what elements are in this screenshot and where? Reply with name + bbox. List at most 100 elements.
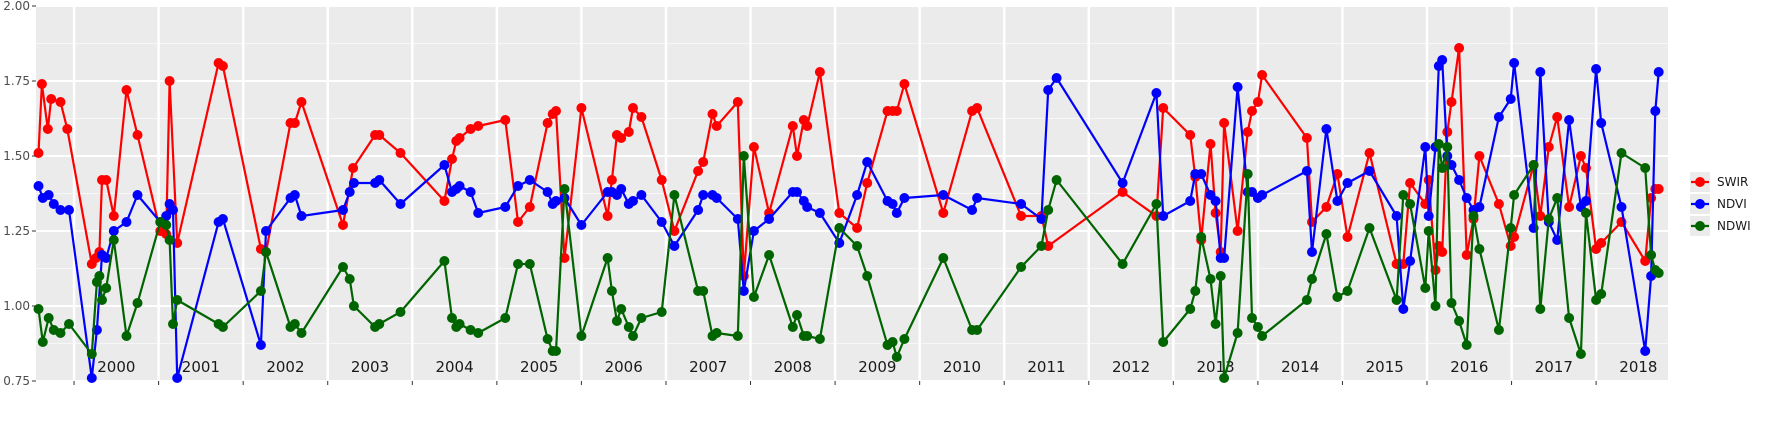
- data-point-ndwi: [1196, 232, 1207, 242]
- data-point-ndvi: [1474, 202, 1485, 212]
- data-point-ndvi: [1185, 196, 1196, 206]
- year-label: 2007: [689, 358, 727, 376]
- data-point-swir: [551, 106, 561, 116]
- data-point-swir: [787, 121, 798, 131]
- data-point-ndwi: [1493, 325, 1504, 335]
- data-point-swir: [42, 124, 53, 134]
- data-point-swir: [1185, 130, 1196, 140]
- data-point-ndvi: [1257, 190, 1268, 200]
- data-point-swir: [62, 124, 73, 134]
- data-point-ndvi: [814, 208, 825, 218]
- data-point-ndvi: [1196, 169, 1207, 179]
- data-point-swir: [46, 94, 57, 104]
- data-point-ndvi: [1051, 73, 1062, 83]
- data-point-ndwi: [97, 295, 107, 305]
- data-point-ndvi: [513, 181, 523, 191]
- data-point-ndwi: [1301, 295, 1312, 305]
- year-label: 2015: [1366, 358, 1404, 376]
- data-point-ndvi: [48, 199, 59, 209]
- year-label: 2005: [520, 358, 558, 376]
- data-point-ndwi: [348, 301, 359, 311]
- data-point-swir: [1437, 247, 1448, 257]
- data-point-ndwi: [1474, 244, 1485, 254]
- data-point-ndvi: [296, 211, 307, 221]
- data-point-ndvi: [1616, 202, 1627, 212]
- data-point-swir: [814, 67, 825, 77]
- year-label: 2011: [1027, 358, 1065, 376]
- data-point-swir: [698, 157, 709, 167]
- data-point-swir: [164, 76, 175, 86]
- data-point-ndwi: [1528, 160, 1539, 170]
- y-axis: 0.75 1.00 1.25 1.50 1.75 2.00: [3, 0, 36, 388]
- data-point-swir: [1117, 187, 1128, 197]
- data-point-ndwi: [55, 328, 66, 338]
- data-point-ndvi: [1564, 115, 1575, 125]
- data-point-ndwi: [1190, 286, 1201, 296]
- data-point-swir: [711, 121, 722, 131]
- data-point-swir: [289, 118, 300, 128]
- data-point-ndvi: [261, 226, 271, 236]
- data-point-ndvi: [217, 214, 228, 224]
- data-point-ndwi: [1205, 274, 1216, 284]
- data-point-ndvi: [55, 205, 66, 215]
- data-point-ndvi: [1405, 256, 1416, 266]
- data-point-swir: [454, 133, 465, 143]
- data-point-swir: [473, 121, 484, 131]
- data-point-ndwi: [732, 331, 743, 341]
- year-label: 2004: [435, 358, 473, 376]
- data-point-ndwi: [500, 313, 511, 323]
- data-point-swir: [1446, 97, 1457, 107]
- year-label: 2014: [1281, 358, 1319, 376]
- data-point-ndwi: [94, 271, 105, 281]
- data-point-ndvi: [168, 205, 178, 215]
- data-point-ndwi: [439, 256, 450, 266]
- y-tick-label: 1.50: [3, 149, 30, 163]
- data-point-ndwi: [344, 274, 355, 284]
- data-point-ndwi: [1505, 223, 1516, 233]
- data-point-ndwi: [1257, 331, 1268, 341]
- legend-label-ndvi: NDVI: [1717, 197, 1747, 211]
- data-point-ndvi: [938, 190, 949, 200]
- year-label: 2000: [97, 358, 135, 376]
- data-point-ndvi: [1505, 94, 1516, 104]
- data-point-swir: [101, 175, 112, 185]
- legend-key-point: [1695, 199, 1705, 209]
- data-point-ndwi: [513, 259, 523, 269]
- grid: [36, 5, 1668, 382]
- y-tick-label: 1.25: [3, 224, 30, 238]
- data-point-swir: [623, 127, 634, 137]
- data-point-ndvi: [1420, 142, 1431, 152]
- data-point-swir: [656, 175, 667, 185]
- legend-label-ndwi: NDWI: [1717, 219, 1751, 233]
- data-point-ndwi: [669, 190, 680, 200]
- data-point-ndwi: [1461, 340, 1472, 350]
- data-point-swir: [1493, 199, 1504, 209]
- data-point-ndwi: [121, 331, 132, 341]
- data-point-ndwi: [623, 322, 634, 332]
- data-point-ndwi: [164, 235, 175, 245]
- data-point-ndvi: [101, 253, 112, 263]
- data-point-ndwi: [1051, 175, 1062, 185]
- data-point-ndwi: [168, 319, 178, 329]
- data-point-ndvi: [1437, 55, 1448, 65]
- data-point-swir: [1158, 103, 1169, 113]
- data-point-swir: [1219, 118, 1230, 128]
- year-label: 2001: [182, 358, 220, 376]
- data-point-swir: [513, 217, 523, 227]
- data-point-ndvi: [255, 340, 266, 350]
- data-point-ndwi: [1535, 304, 1546, 314]
- data-point-ndwi: [1433, 139, 1444, 149]
- data-point-swir: [1321, 202, 1332, 212]
- data-point-ndwi: [1151, 199, 1162, 209]
- data-point-ndvi: [1210, 196, 1221, 206]
- data-point-ndwi: [1398, 190, 1409, 200]
- data-point-ndwi: [1420, 283, 1431, 293]
- data-point-ndwi: [1321, 229, 1332, 239]
- data-point-ndvi: [344, 187, 355, 197]
- data-point-ndwi: [454, 319, 465, 329]
- y-tick-label: 2.00: [3, 0, 30, 13]
- data-point-ndvi: [1650, 106, 1661, 116]
- data-point-ndvi: [891, 208, 902, 218]
- data-point-ndwi: [1210, 319, 1221, 329]
